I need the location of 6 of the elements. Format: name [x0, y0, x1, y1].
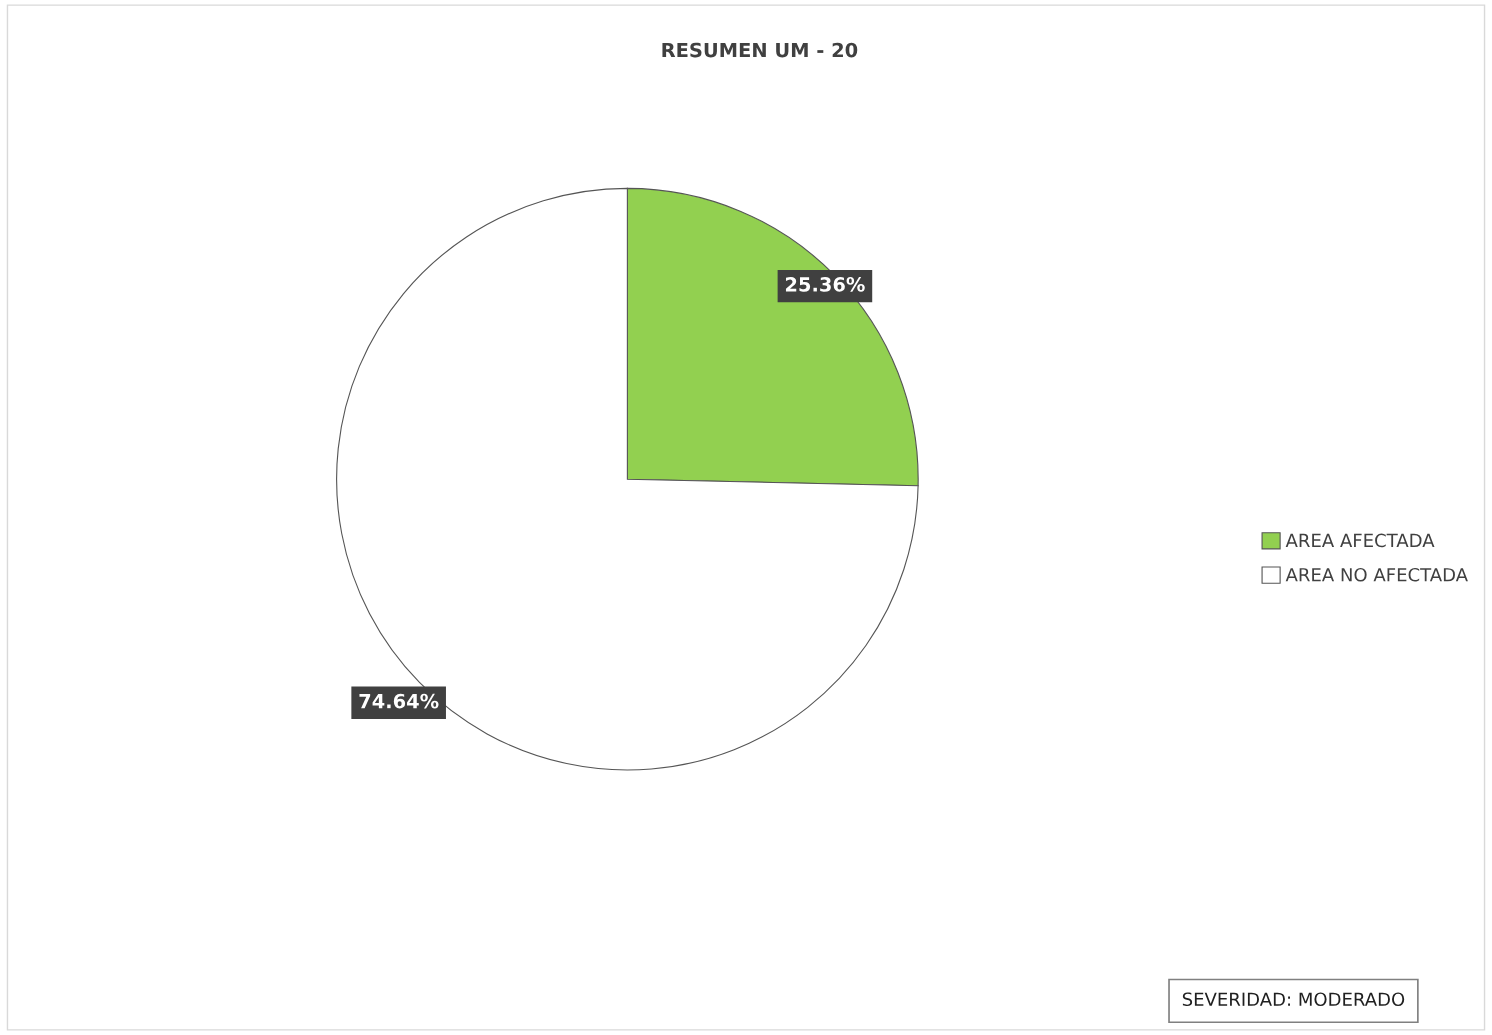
chart-title: RESUMEN UM - 20	[662, 42, 858, 58]
legend-label: AREA NO AFECTADA	[1285, 567, 1468, 582]
legend-label: AREA AFECTADA	[1285, 533, 1435, 548]
data-label: 25.36%	[785, 277, 865, 292]
data-label: 74.64%	[359, 693, 439, 709]
text: SEVERIDAD: MODERADO	[1182, 992, 1405, 1007]
